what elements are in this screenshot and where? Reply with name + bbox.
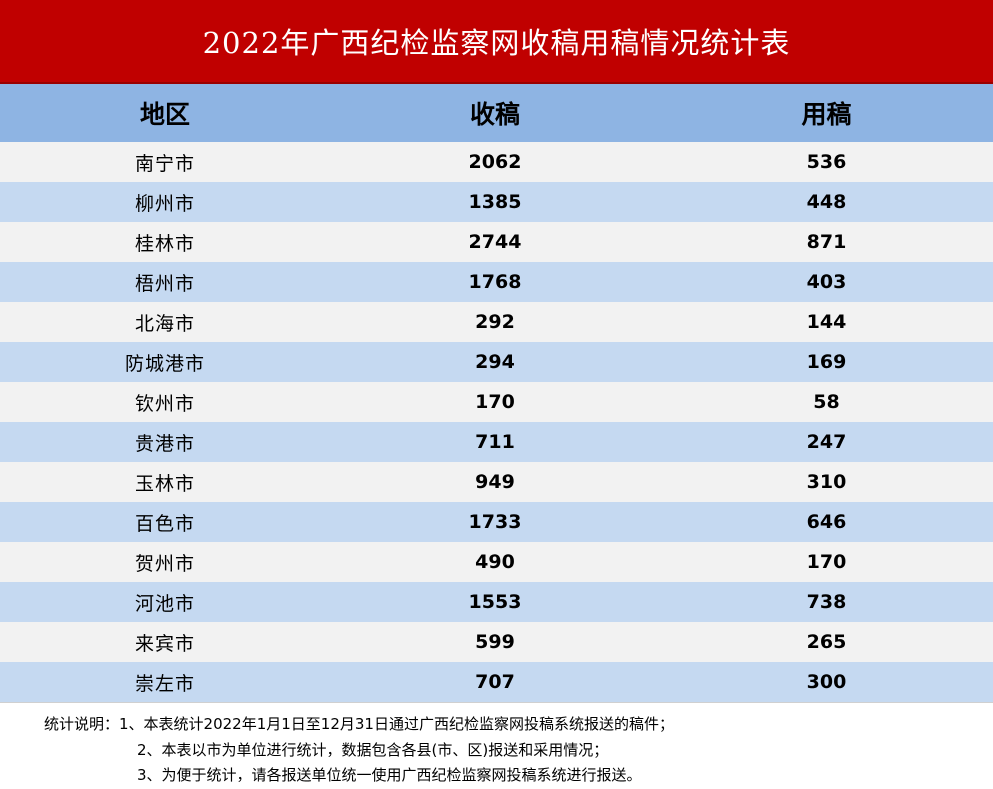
cell-region: 梧州市 <box>134 272 195 295</box>
note-line-3: 3、为便于统计，请各报送单位统一使用广西纪检监察网投稿系统进行报送。 <box>137 766 642 784</box>
cell-region: 桂林市 <box>134 232 195 255</box>
cell-used: 536 <box>806 151 847 173</box>
cell-region: 北海市 <box>134 312 195 335</box>
cell-region: 玉林市 <box>134 472 195 495</box>
cell-region: 防城港市 <box>124 352 205 375</box>
cell-used: 448 <box>806 191 847 213</box>
cell-region: 柳州市 <box>134 192 195 215</box>
table-row: 梧州市 1768 403 <box>0 262 993 302</box>
cell-used: 170 <box>806 551 847 573</box>
cell-used: 265 <box>806 631 847 653</box>
note-line-2: 2、本表以市为单位进行统计，数据包含各县(市、区)报送和采用情况； <box>137 741 609 759</box>
cell-region: 百色市 <box>134 512 195 535</box>
header-received: 收稿 <box>469 100 520 129</box>
table-row: 柳州市 1385 448 <box>0 182 993 222</box>
cell-received: 1553 <box>468 591 522 613</box>
header-region: 地区 <box>139 100 190 129</box>
table-body: 南宁市 2062 536 柳州市 1385 448 桂林市 2744 871 梧州市 1768 403… <box>0 142 993 702</box>
table-row: 来宾市 599 265 <box>0 622 993 662</box>
header-used: 用稿 <box>801 100 852 129</box>
table-row: 防城港市 294 169 <box>0 342 993 382</box>
table-row: 玉林市 949 310 <box>0 462 993 502</box>
page-title: 2022年广西纪检监察网收稿用稿情况统计表 <box>202 26 791 60</box>
cell-region: 贺州市 <box>134 552 195 575</box>
cell-received: 599 <box>475 631 515 653</box>
cell-used: 247 <box>806 431 847 453</box>
cell-received: 1733 <box>468 511 522 533</box>
cell-received: 1768 <box>468 271 522 293</box>
table-row: 钦州市 170 58 <box>0 382 993 422</box>
table-row: 贺州市 490 170 <box>0 542 993 582</box>
table-row: 河池市 1553 738 <box>0 582 993 622</box>
table-row: 南宁市 2062 536 <box>0 142 993 182</box>
cell-used: 310 <box>806 471 847 493</box>
cell-used: 169 <box>806 351 847 373</box>
note-line-1: 统计说明：1、本表统计2022年1月1日至12月31日通过广西纪检监察网投稿系统… <box>44 715 674 733</box>
cell-received: 707 <box>475 671 515 693</box>
table-row: 贵港市 711 247 <box>0 422 993 462</box>
cell-received: 170 <box>475 391 515 413</box>
cell-used: 58 <box>813 391 840 413</box>
cell-received: 711 <box>475 431 515 453</box>
cell-used: 738 <box>806 591 847 613</box>
cell-region: 贵港市 <box>134 432 195 455</box>
cell-region: 崇左市 <box>134 672 195 695</box>
cell-received: 294 <box>475 351 515 373</box>
cell-received: 1385 <box>468 191 522 213</box>
cell-region: 河池市 <box>134 592 195 615</box>
cell-used: 403 <box>806 271 847 293</box>
notes-section: 统计说明：1、本表统计2022年1月1日至12月31日通过广西纪检监察网投稿系统… <box>0 702 993 789</box>
table-row: 北海市 292 144 <box>0 302 993 342</box>
cell-used: 871 <box>806 231 847 253</box>
cell-used: 646 <box>806 511 847 533</box>
title-bar: 2022年广西纪检监察网收稿用稿情况统计表 <box>0 0 993 84</box>
cell-received: 949 <box>475 471 515 493</box>
cell-used: 144 <box>806 311 847 333</box>
cell-region: 来宾市 <box>134 632 195 655</box>
table-row: 崇左市 707 300 <box>0 662 993 702</box>
cell-received: 292 <box>475 311 515 333</box>
cell-received: 490 <box>475 551 515 573</box>
table-row: 百色市 1733 646 <box>0 502 993 542</box>
table-header: 地区 收稿 用稿 <box>0 84 993 142</box>
cell-received: 2744 <box>468 231 522 253</box>
cell-region: 南宁市 <box>134 152 195 175</box>
cell-region: 钦州市 <box>134 392 195 415</box>
table-row: 桂林市 2744 871 <box>0 222 993 262</box>
cell-received: 2062 <box>468 151 522 173</box>
cell-used: 300 <box>806 671 847 693</box>
